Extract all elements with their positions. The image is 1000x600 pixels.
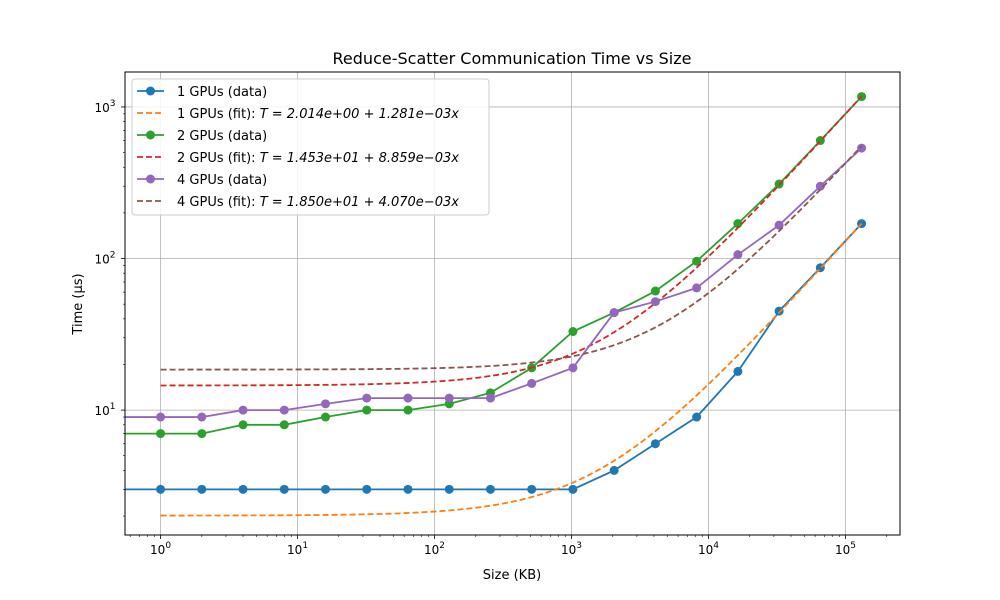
data-point [321, 412, 331, 422]
legend-label: 4 GPUs (data) [177, 173, 267, 188]
data-point [774, 220, 784, 230]
data-point [362, 484, 372, 494]
legend-marker [146, 86, 155, 96]
legend-marker [146, 174, 155, 184]
legend-item: 1 GPUs (data) [137, 85, 267, 100]
legend-box [131, 78, 490, 216]
y-tick-label: 101 [94, 402, 115, 418]
data-point [733, 366, 743, 376]
data-point [197, 484, 207, 494]
legend-label: 2 GPUs (data) [177, 129, 267, 144]
plot-frame [124, 71, 901, 536]
data-point [650, 286, 660, 296]
data-point [485, 393, 495, 403]
legend: 1 GPUs (data) 1 GPUs (fit): T = 2.014e+00… [131, 78, 490, 216]
data-point [362, 393, 372, 403]
data-point [568, 363, 578, 373]
data-point [156, 412, 166, 422]
legend-item: 1 GPUs (fit): T = 2.014e+00 + 1.281e−03x [137, 107, 459, 122]
legend-label: 2 GPUs (fit): T = 1.453e+01 + 8.859e−03x [177, 151, 459, 166]
data-point [609, 465, 619, 475]
data-point [197, 429, 207, 439]
series-layer [125, 92, 867, 517]
data-point [733, 219, 743, 229]
data-point [568, 327, 578, 337]
data-point [238, 484, 248, 494]
data-point [279, 420, 289, 430]
data-point [609, 308, 619, 318]
data-point [279, 484, 289, 494]
x-tick-label: 102 [424, 541, 445, 557]
data-point [485, 484, 495, 494]
fit-line [160, 223, 863, 517]
data-point [857, 143, 867, 153]
data-point [156, 429, 166, 439]
data-point [444, 393, 454, 403]
data-point [444, 484, 454, 494]
x-axis-label: Size (KB) [483, 568, 541, 583]
legend-formula: T = 1.453e+01 + 8.859e−03x [260, 151, 460, 166]
data-point [403, 405, 413, 415]
data-point [815, 181, 825, 191]
data-point [403, 484, 413, 494]
legend-item: 2 GPUs (fit): T = 1.453e+01 + 8.859e−03x [137, 151, 459, 166]
legend-item: 4 GPUs (fit): T = 1.850e+01 + 4.070e−03x [137, 195, 459, 210]
data-point [238, 405, 248, 415]
data-point [197, 412, 207, 422]
x-tick-label: 100 [150, 541, 171, 557]
data-point [527, 378, 537, 388]
x-tick-label: 103 [561, 541, 582, 557]
series-2 [125, 92, 867, 439]
legend-item: 4 GPUs (data) [137, 173, 267, 188]
data-point [568, 484, 578, 494]
legend-label: 1 GPUs (fit): T = 2.014e+00 + 1.281e−03x [177, 107, 459, 122]
y-tick-label: 103 [94, 99, 115, 115]
data-point [692, 412, 702, 422]
data-point [321, 399, 331, 409]
data-point [156, 484, 166, 494]
fit-line [160, 95, 863, 387]
data-point [733, 250, 743, 260]
data-point [527, 484, 537, 494]
data-point [238, 420, 248, 430]
x-tick-label: 104 [698, 541, 719, 557]
data-point [321, 484, 331, 494]
series-1 [160, 223, 863, 517]
legend-formula: T = 1.850e+01 + 4.070e−03x [260, 195, 460, 210]
data-point [650, 297, 660, 307]
legend-label: 4 GPUs (fit): T = 1.850e+01 + 4.070e−03x [177, 195, 459, 210]
x-axis: 100 101 102 103 104 105 [129, 535, 888, 557]
data-point [362, 405, 372, 415]
data-point [692, 283, 702, 293]
y-axis-label: Time (µs) [71, 273, 86, 335]
data-point [692, 256, 702, 266]
data-point [403, 393, 413, 403]
x-tick-label: 101 [287, 541, 308, 557]
y-tick-label: 102 [94, 251, 115, 267]
data-point [774, 306, 784, 316]
data-point [279, 405, 289, 415]
legend-formula: T = 2.014e+00 + 1.281e−03x [260, 107, 460, 122]
legend-label: 1 GPUs (data) [177, 85, 267, 100]
legend-marker [146, 130, 155, 140]
series-3 [160, 95, 863, 387]
data-point [650, 439, 660, 449]
series-4 [125, 143, 867, 422]
y-axis: 101 102 103 [94, 99, 125, 517]
legend-item: 2 GPUs (data) [137, 129, 267, 144]
chart-title: Reduce-Scatter Communication Time vs Siz… [333, 49, 692, 68]
x-tick-label: 105 [835, 541, 856, 557]
series-0 [125, 219, 867, 494]
